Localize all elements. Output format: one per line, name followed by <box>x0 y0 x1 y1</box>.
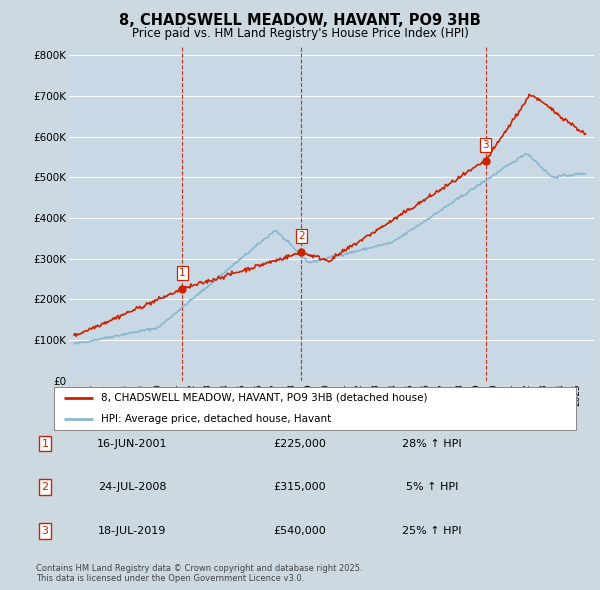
Text: Contains HM Land Registry data © Crown copyright and database right 2025.
This d: Contains HM Land Registry data © Crown c… <box>36 563 362 583</box>
Text: £540,000: £540,000 <box>274 526 326 536</box>
Text: 8, CHADSWELL MEADOW, HAVANT, PO9 3HB (detached house): 8, CHADSWELL MEADOW, HAVANT, PO9 3HB (de… <box>101 393 427 402</box>
Text: 24-JUL-2008: 24-JUL-2008 <box>98 482 166 491</box>
Text: 16-JUN-2001: 16-JUN-2001 <box>97 439 167 448</box>
Text: 3: 3 <box>482 140 489 150</box>
Text: 2: 2 <box>41 482 49 491</box>
Text: HPI: Average price, detached house, Havant: HPI: Average price, detached house, Hava… <box>101 414 331 424</box>
Text: £315,000: £315,000 <box>274 482 326 491</box>
Text: 1: 1 <box>179 268 185 278</box>
Text: 5% ↑ HPI: 5% ↑ HPI <box>406 482 458 491</box>
Text: 28% ↑ HPI: 28% ↑ HPI <box>402 439 462 448</box>
Text: £225,000: £225,000 <box>274 439 326 448</box>
Text: 18-JUL-2019: 18-JUL-2019 <box>98 526 166 536</box>
Text: 8, CHADSWELL MEADOW, HAVANT, PO9 3HB: 8, CHADSWELL MEADOW, HAVANT, PO9 3HB <box>119 13 481 28</box>
Text: 25% ↑ HPI: 25% ↑ HPI <box>402 526 462 536</box>
Text: 1: 1 <box>41 439 49 448</box>
Text: Price paid vs. HM Land Registry's House Price Index (HPI): Price paid vs. HM Land Registry's House … <box>131 27 469 40</box>
Text: 3: 3 <box>41 526 49 536</box>
Text: 2: 2 <box>298 231 305 241</box>
